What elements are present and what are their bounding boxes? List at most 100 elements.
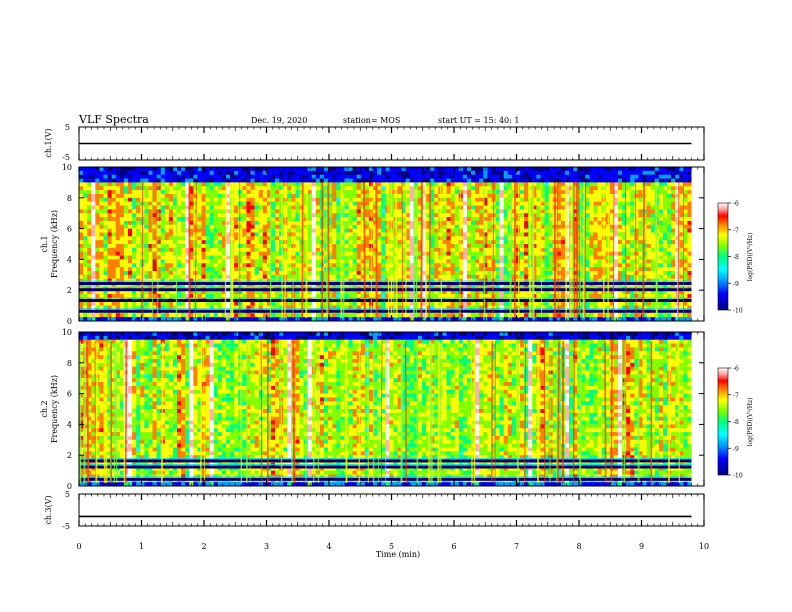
spectrogram-cell <box>520 190 525 195</box>
spectrogram-cell <box>564 274 570 280</box>
spectrogram-cell <box>679 228 684 233</box>
spectrogram-cell <box>270 213 276 218</box>
spectrogram-cell <box>638 182 643 187</box>
spectrogram-cell <box>381 240 386 245</box>
spectrogram-cell <box>536 290 541 295</box>
spectrogram-cell <box>389 170 394 176</box>
spectrogram-cell <box>507 178 513 183</box>
spectrogram-cell <box>172 193 178 199</box>
ch1-voltage-panel: 5 -5 ch.1(V) <box>44 123 705 162</box>
spectrogram-cell <box>642 274 648 280</box>
spectrogram-cell <box>193 197 198 203</box>
spectrogram-cell <box>181 251 186 257</box>
spectrogram-cell <box>123 224 129 230</box>
spectrogram-cell <box>650 213 656 218</box>
spectrogram-cell <box>332 197 337 203</box>
spectrogram-cell <box>548 259 554 264</box>
spectrogram-cell <box>483 182 488 187</box>
spectrogram-cell <box>307 220 313 226</box>
spectrogram-cell <box>352 255 358 260</box>
spectrogram-cell <box>483 236 488 241</box>
spectrogram-cell <box>160 190 166 195</box>
spectrogram-cell <box>462 209 468 214</box>
spectrogram-cell <box>152 193 158 199</box>
spectrogram-cell <box>83 217 88 222</box>
spectrogram-cell <box>123 174 129 180</box>
spectrogram-cell <box>675 167 680 172</box>
spectrogram-cell <box>564 209 570 214</box>
spectrogram-cell <box>205 259 211 264</box>
spectrogram-cell <box>205 224 211 230</box>
spectrogram-cell <box>181 190 186 195</box>
spectrogram-cell <box>123 228 129 233</box>
spectrogram-cell <box>287 224 292 230</box>
spectrogram-cell <box>238 224 243 230</box>
spectrogram-cell <box>356 232 362 237</box>
spectrogram-cell <box>638 270 643 276</box>
spectrogram-cell <box>258 217 264 222</box>
spectrogram-cell <box>152 220 158 226</box>
spectrogram-cell <box>119 263 125 268</box>
spectrogram-cell <box>446 247 452 253</box>
spectrogram-cell <box>650 290 656 295</box>
spectrogram-cell <box>622 217 627 222</box>
spectrogram-cell <box>683 232 688 237</box>
spectrogram-cell <box>356 170 362 176</box>
spectrogram-cell <box>148 232 153 237</box>
spectrogram-cell <box>417 251 423 257</box>
spectrogram-cell <box>364 205 370 210</box>
spectrogram-cell <box>589 274 594 280</box>
spectrogram-cell <box>91 259 96 264</box>
spectrogram-cell <box>156 236 162 241</box>
spectrogram-cell <box>287 213 292 218</box>
spectrogram-cell <box>368 209 374 214</box>
spectrogram-cell <box>499 232 505 237</box>
spectrogram-cell <box>401 182 407 187</box>
spectrogram-cell <box>140 174 145 180</box>
spectrogram-cell <box>352 186 358 191</box>
spectrogram-cell <box>279 174 284 180</box>
spectrogram-cell <box>217 220 223 226</box>
spectrogram-cell <box>348 259 354 264</box>
spectrogram-cell <box>160 244 166 249</box>
spectrogram-cell <box>442 244 447 249</box>
spectrogram-cell <box>593 240 599 245</box>
spectrogram-cell <box>671 213 676 218</box>
spectrogram-cell <box>601 174 607 180</box>
spectrogram-cell <box>270 232 276 237</box>
spectrogram-cell <box>442 224 447 230</box>
spectrogram-cell <box>450 259 456 264</box>
spectrogram-cell <box>99 236 104 241</box>
spectrogram-cell <box>315 244 321 249</box>
spectrogram-cell <box>687 251 692 257</box>
spectrogram-cell <box>348 197 354 203</box>
spectrogram-cell <box>226 270 231 276</box>
spectrogram-cell <box>450 236 456 241</box>
spectrogram-cell <box>426 240 431 245</box>
spectrogram-cell <box>217 240 223 245</box>
spectrogram-cell <box>626 224 631 230</box>
spectrogram-cell <box>687 270 692 276</box>
spectrogram-cell <box>471 167 476 172</box>
spectrogram-cell <box>556 190 562 195</box>
spectrogram-cell <box>495 267 501 272</box>
spectrogram-cell <box>499 240 505 245</box>
spectrogram-cell <box>291 167 296 172</box>
spectrogram-cell <box>650 232 656 237</box>
spectrogram-cell <box>177 232 182 237</box>
spectrogram-cell <box>226 174 231 180</box>
spectrogram-cell <box>91 290 96 295</box>
spectrogram-cell <box>279 251 284 257</box>
spectrogram-cell <box>144 240 149 245</box>
spectrogram-cell <box>246 209 251 214</box>
spectrogram-cell <box>426 197 431 203</box>
spectrogram-cell <box>254 267 260 272</box>
spectrogram-cell <box>91 186 96 191</box>
spectrogram-cell <box>426 190 431 195</box>
spectrogram-cell <box>556 251 562 257</box>
spectrogram-cell <box>401 247 407 253</box>
spectrogram-cell <box>148 267 153 272</box>
spectrogram-cell <box>401 193 407 199</box>
spectrogram-cell <box>189 267 194 272</box>
spectrogram-cell <box>132 255 137 260</box>
